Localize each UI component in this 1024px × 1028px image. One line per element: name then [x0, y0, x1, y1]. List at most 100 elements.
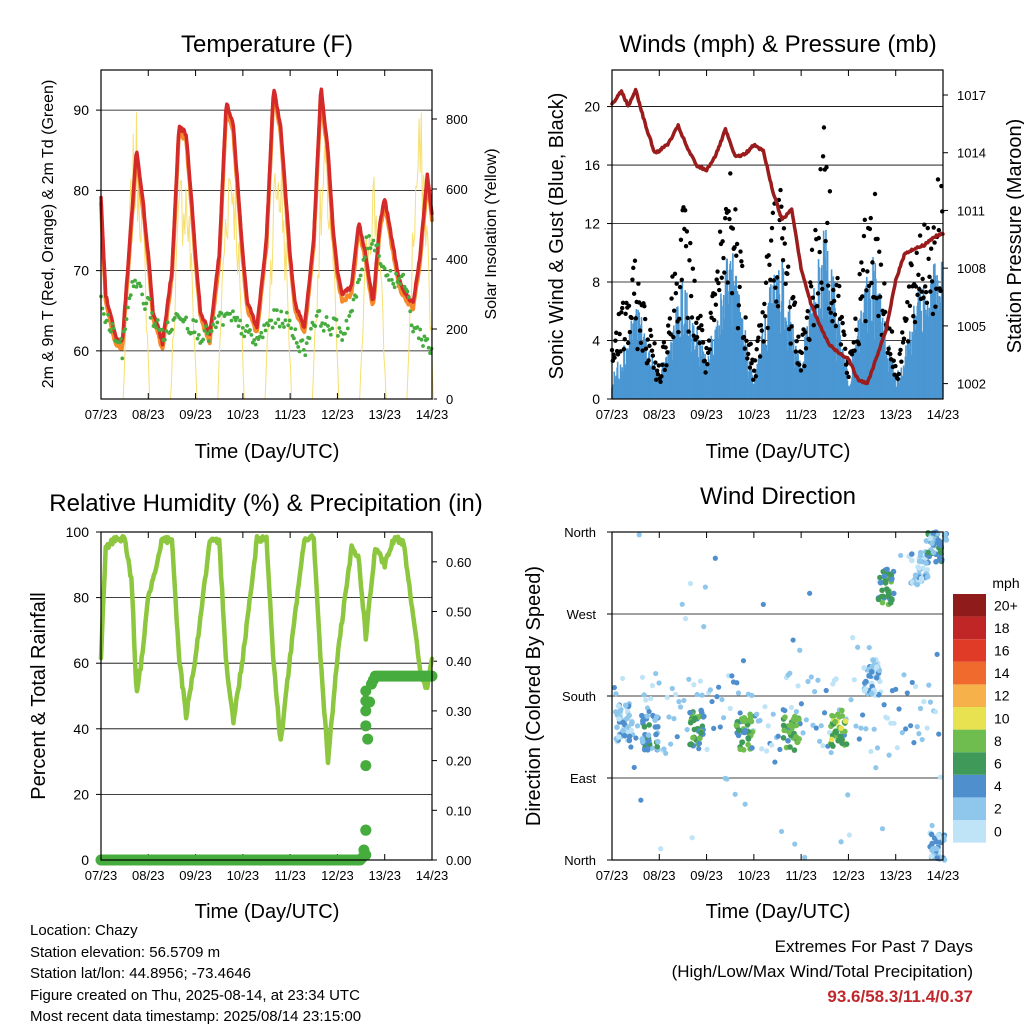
gust-point — [877, 249, 882, 254]
gust-point — [688, 240, 693, 246]
y-tick-label: 80 — [73, 590, 89, 606]
x-tick-label: 08/23 — [132, 868, 165, 883]
gust-point — [930, 311, 936, 317]
direction-point — [866, 644, 872, 651]
gust-point — [874, 295, 879, 301]
gust-point — [663, 345, 668, 350]
direction-point — [877, 574, 883, 581]
winds-ylabel-left: Sonic Wind & Gust (Blue, Black) — [546, 93, 568, 380]
gust-point — [717, 287, 722, 293]
gust-point — [857, 271, 862, 277]
direction-point — [837, 733, 844, 740]
direction-point — [912, 572, 919, 579]
direction-point — [889, 597, 895, 603]
dewpoint-point — [415, 325, 420, 329]
gust-point — [768, 277, 773, 282]
dewpoint-point — [351, 297, 356, 302]
direction-point — [835, 737, 841, 744]
dewpoint-point — [277, 324, 282, 329]
gust-point — [659, 374, 664, 379]
gust-point — [624, 300, 629, 306]
gust-point — [905, 299, 910, 305]
direction-point — [893, 686, 899, 692]
y-tick-label: 60 — [73, 655, 89, 671]
direction-point — [664, 694, 670, 701]
elevation-text: Station elevation: 56.5709 m — [30, 943, 221, 961]
gust-point — [677, 284, 683, 290]
gust-point — [867, 226, 873, 232]
gust-point — [631, 291, 637, 296]
direction-point — [701, 624, 707, 630]
direction-point — [778, 828, 785, 835]
x-tick-label: 12/23 — [832, 868, 865, 883]
gust-point — [745, 356, 750, 361]
direction-point — [933, 839, 940, 845]
direction-point — [812, 689, 818, 695]
dewpoint-point — [387, 278, 391, 282]
y-tick-label: 100 — [66, 524, 90, 540]
gust-point — [720, 239, 725, 244]
y-tick-label: West — [567, 607, 597, 622]
direction-point — [626, 733, 633, 740]
gust-point — [938, 288, 943, 294]
dewpoint-point — [300, 338, 305, 343]
gust-point — [631, 265, 636, 271]
gust-point — [820, 154, 826, 159]
y2-tick-label: 400 — [446, 252, 468, 267]
gust-point — [921, 295, 926, 300]
gust-point — [649, 348, 655, 353]
gust-point — [831, 287, 836, 293]
y2-tick-label: 1008 — [957, 261, 986, 276]
gust-point — [721, 255, 726, 261]
gust-point — [664, 363, 669, 368]
dewpoint-point — [280, 321, 285, 326]
direction-point — [749, 745, 755, 751]
dewpoint-point — [212, 316, 217, 321]
direction-point — [696, 740, 703, 747]
direction-point — [793, 709, 800, 715]
direction-title: Wind Direction — [700, 483, 856, 510]
direction-point — [884, 715, 891, 721]
direction-point — [782, 714, 788, 720]
dewpoint-point — [317, 308, 322, 313]
direction-point — [923, 560, 929, 566]
colorbar-title: mph — [992, 575, 1019, 591]
dewpoint-point — [219, 311, 224, 316]
gust-point — [843, 362, 849, 367]
gust-point — [733, 207, 738, 212]
direction-point — [793, 722, 800, 729]
gust-point — [768, 238, 774, 243]
direction-point — [868, 690, 875, 697]
gust-point — [819, 280, 824, 285]
gust-point — [839, 314, 845, 320]
gust-point — [875, 236, 880, 242]
dewpoint-point — [273, 321, 278, 326]
gust-point — [748, 341, 753, 347]
colorbar-label: 14 — [994, 665, 1010, 681]
direction-point — [918, 575, 925, 582]
gust-point — [729, 290, 735, 296]
direction-point — [727, 705, 733, 712]
dewpoint-point — [377, 254, 381, 258]
dewpoint-point — [262, 323, 267, 328]
direction-point — [909, 557, 915, 564]
direction-point — [682, 616, 689, 622]
winds-title: Winds (mph) & Pressure (mb) — [619, 31, 936, 58]
gust-point — [933, 304, 938, 309]
direction-point — [734, 680, 740, 686]
gust-point — [904, 316, 909, 322]
dewpoint-point — [124, 317, 129, 321]
gust-point — [686, 329, 691, 334]
gust-point — [719, 275, 724, 280]
direction-point — [856, 736, 862, 742]
direction-point — [748, 718, 755, 725]
direction-point — [899, 730, 905, 736]
x-tick-label: 09/23 — [690, 407, 723, 422]
gust-point — [846, 374, 851, 380]
gust-point — [936, 227, 942, 233]
gust-point — [883, 309, 888, 315]
dewpoint-point — [321, 328, 326, 333]
extremes-heading: Extremes For Past 7 Days — [774, 937, 973, 956]
direction-point — [882, 580, 889, 586]
dewpoint-point — [259, 330, 264, 335]
